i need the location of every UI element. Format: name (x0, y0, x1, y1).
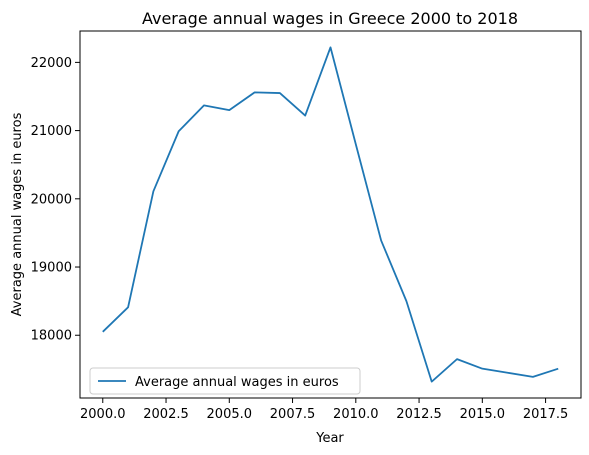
y-tick-label: 20000 (31, 192, 72, 207)
legend-label: Average annual wages in euros (135, 375, 339, 390)
series-layer (102, 46, 559, 383)
x-tick-label: 2002.5 (143, 407, 189, 422)
y-tick-label: 22000 (31, 56, 72, 71)
x-axis-ticks: 2000.0 2002.5 2005.0 2007.5 2010.0 2012.5 2015… (80, 398, 568, 422)
x-tick-label: 2012.5 (396, 407, 442, 422)
x-tick-label: 2000.0 (80, 407, 126, 422)
y-axis-label: Average annual wages in euros (10, 112, 25, 316)
y-tick-label: 18000 (31, 329, 72, 344)
series-line (102, 46, 559, 383)
x-tick-label: 2007.5 (270, 407, 316, 422)
x-tick-label: 2017.5 (523, 407, 569, 422)
chart-title: Average annual wages in Greece 2000 to 2… (142, 9, 518, 28)
y-axis-ticks: 18000 19000 20000 21000 22000 (31, 56, 80, 344)
x-tick-label: 2005.0 (207, 407, 253, 422)
x-axis-label: Year (315, 431, 344, 446)
legend: Average annual wages in euros (89, 367, 361, 395)
legend-box (89, 367, 361, 395)
plot-frame (79, 30, 582, 399)
y-tick-label: 21000 (31, 124, 72, 139)
x-tick-label: 2010.0 (333, 407, 379, 422)
y-tick-label: 19000 (31, 261, 72, 276)
x-tick-label: 2015.0 (460, 407, 506, 422)
